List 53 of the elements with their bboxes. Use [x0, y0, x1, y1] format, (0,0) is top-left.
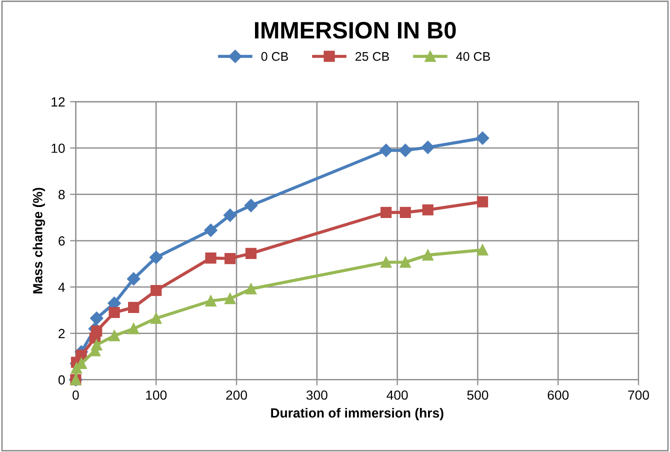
point [127, 272, 140, 286]
legend-label: 25 CB [356, 52, 389, 61]
point [421, 140, 434, 154]
point [150, 284, 162, 296]
y-tick-label: 6 [58, 236, 65, 246]
point [379, 144, 393, 157]
point [108, 306, 120, 318]
point [224, 293, 236, 304]
x-tick-label: 200 [226, 390, 247, 400]
point [91, 339, 102, 350]
point [223, 208, 237, 222]
point [128, 302, 140, 313]
point [422, 249, 434, 261]
y-axis-title: Mass change (%) [32, 188, 46, 294]
point [422, 204, 434, 216]
point [205, 252, 216, 264]
point [245, 283, 257, 294]
point [476, 131, 490, 145]
x-tick-label: 600 [548, 390, 569, 400]
x-tick-label: 400 [386, 390, 408, 400]
point [476, 196, 488, 208]
point [400, 206, 411, 218]
point [476, 244, 488, 256]
x-tick-label: 300 [306, 390, 328, 400]
point [380, 206, 392, 218]
x-tick-label: 700 [628, 390, 649, 400]
x-tick-label: 100 [146, 390, 167, 400]
y-tick-label: 4 [58, 282, 65, 292]
point [90, 312, 104, 325]
chart-title: IMMERSION IN B0 [255, 22, 456, 39]
y-tick-label: 12 [52, 97, 65, 106]
y-tick-label: 8 [58, 190, 65, 200]
point [150, 250, 163, 264]
point [400, 256, 411, 268]
point [398, 144, 412, 157]
point [91, 325, 102, 337]
point [380, 256, 392, 268]
y-tick-label: 2 [58, 328, 65, 338]
y-tick-label: 10 [52, 144, 65, 153]
legend-label: 40 CB [456, 52, 490, 61]
point [244, 198, 258, 212]
x-tick-label: 0 [72, 390, 79, 400]
point [150, 312, 162, 324]
point [205, 295, 216, 306]
x-tick-label: 500 [467, 390, 488, 400]
point [224, 252, 236, 264]
point [128, 323, 140, 334]
legend-label: 0 CB [261, 52, 288, 61]
y-tick-label: 0 [58, 375, 65, 385]
point [108, 330, 120, 342]
point [204, 224, 218, 237]
x-axis-title: Duration of immersion (hrs) [271, 408, 444, 420]
point [245, 248, 257, 259]
